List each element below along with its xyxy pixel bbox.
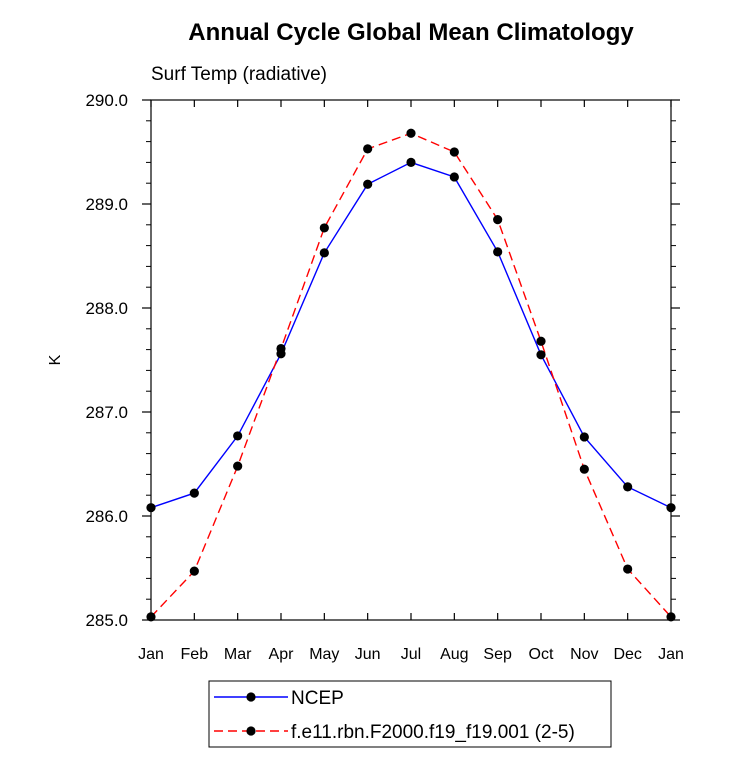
data-point-ncep bbox=[623, 482, 633, 492]
x-tick-label: Sep bbox=[483, 646, 512, 663]
data-point-ncep bbox=[363, 179, 373, 189]
legend-label-ncep: NCEP bbox=[291, 688, 344, 709]
y-tick-label: 285.0 bbox=[85, 611, 128, 630]
data-point-ncep bbox=[449, 172, 459, 182]
data-point-ncep bbox=[493, 247, 503, 257]
chart-title: Annual Cycle Global Mean Climatology bbox=[188, 19, 634, 46]
series-line-model bbox=[150, 132, 672, 618]
legend-item-ncep: NCEP bbox=[214, 688, 344, 709]
x-tick-label: Jan bbox=[658, 646, 684, 663]
data-point-model bbox=[493, 215, 503, 225]
y-tick-label: 290.0 bbox=[85, 91, 128, 110]
y-tick-label: 287.0 bbox=[85, 403, 128, 422]
y-axis-label: K bbox=[47, 354, 64, 365]
x-tick-label: May bbox=[309, 646, 339, 663]
y-tick-label: 289.0 bbox=[85, 195, 128, 214]
legend-marker-model bbox=[246, 726, 256, 736]
data-point-model bbox=[579, 464, 589, 474]
x-tick-label: Apr bbox=[269, 646, 295, 663]
x-tick-label: Jan bbox=[138, 646, 164, 663]
x-tick-label: Nov bbox=[570, 646, 598, 663]
chart-subtitle: Surf Temp (radiative) bbox=[151, 64, 327, 85]
data-point-ncep bbox=[233, 431, 243, 441]
series-layer bbox=[146, 128, 676, 622]
legend: NCEP f.e11.rbn.F2000.f19_f19.001 (2-5) bbox=[208, 680, 612, 748]
data-point-model bbox=[449, 147, 459, 157]
x-tick-label: Dec bbox=[613, 646, 641, 663]
plot-frame bbox=[150, 99, 672, 621]
data-point-ncep bbox=[189, 488, 199, 498]
x-tick-label: Jun bbox=[355, 646, 381, 663]
data-point-model bbox=[233, 461, 243, 471]
data-point-ncep bbox=[579, 432, 589, 442]
data-point-model bbox=[363, 144, 373, 154]
legend-item-model: f.e11.rbn.F2000.f19_f19.001 (2-5) bbox=[214, 722, 575, 743]
y-tick-label: 288.0 bbox=[85, 299, 128, 318]
data-point-model bbox=[319, 223, 329, 233]
legend-box bbox=[208, 680, 612, 748]
legend-marker-ncep bbox=[246, 692, 256, 702]
x-tick-label: Jul bbox=[401, 646, 421, 663]
data-point-model bbox=[276, 343, 286, 354]
data-point-ncep bbox=[406, 157, 416, 167]
data-point-model bbox=[623, 564, 633, 574]
x-tick-label: Feb bbox=[181, 646, 209, 663]
data-point-ncep bbox=[319, 248, 329, 258]
x-tick-label: Aug bbox=[440, 646, 468, 663]
series-line-ncep bbox=[150, 161, 672, 509]
data-point-ncep bbox=[536, 350, 546, 360]
legend-label-model: f.e11.rbn.F2000.f19_f19.001 (2-5) bbox=[291, 722, 575, 743]
x-tick-label: Mar bbox=[224, 646, 252, 663]
y-tick-label: 286.0 bbox=[85, 507, 128, 526]
axes: Jan Feb Mar Apr May Jun Jul Aug Sep Oct Nov Dec Jan 2… bbox=[85, 91, 683, 663]
data-point-model bbox=[189, 566, 199, 576]
x-tick-label: Oct bbox=[529, 646, 554, 663]
data-point-model bbox=[536, 336, 546, 346]
data-point-model bbox=[406, 128, 416, 138]
